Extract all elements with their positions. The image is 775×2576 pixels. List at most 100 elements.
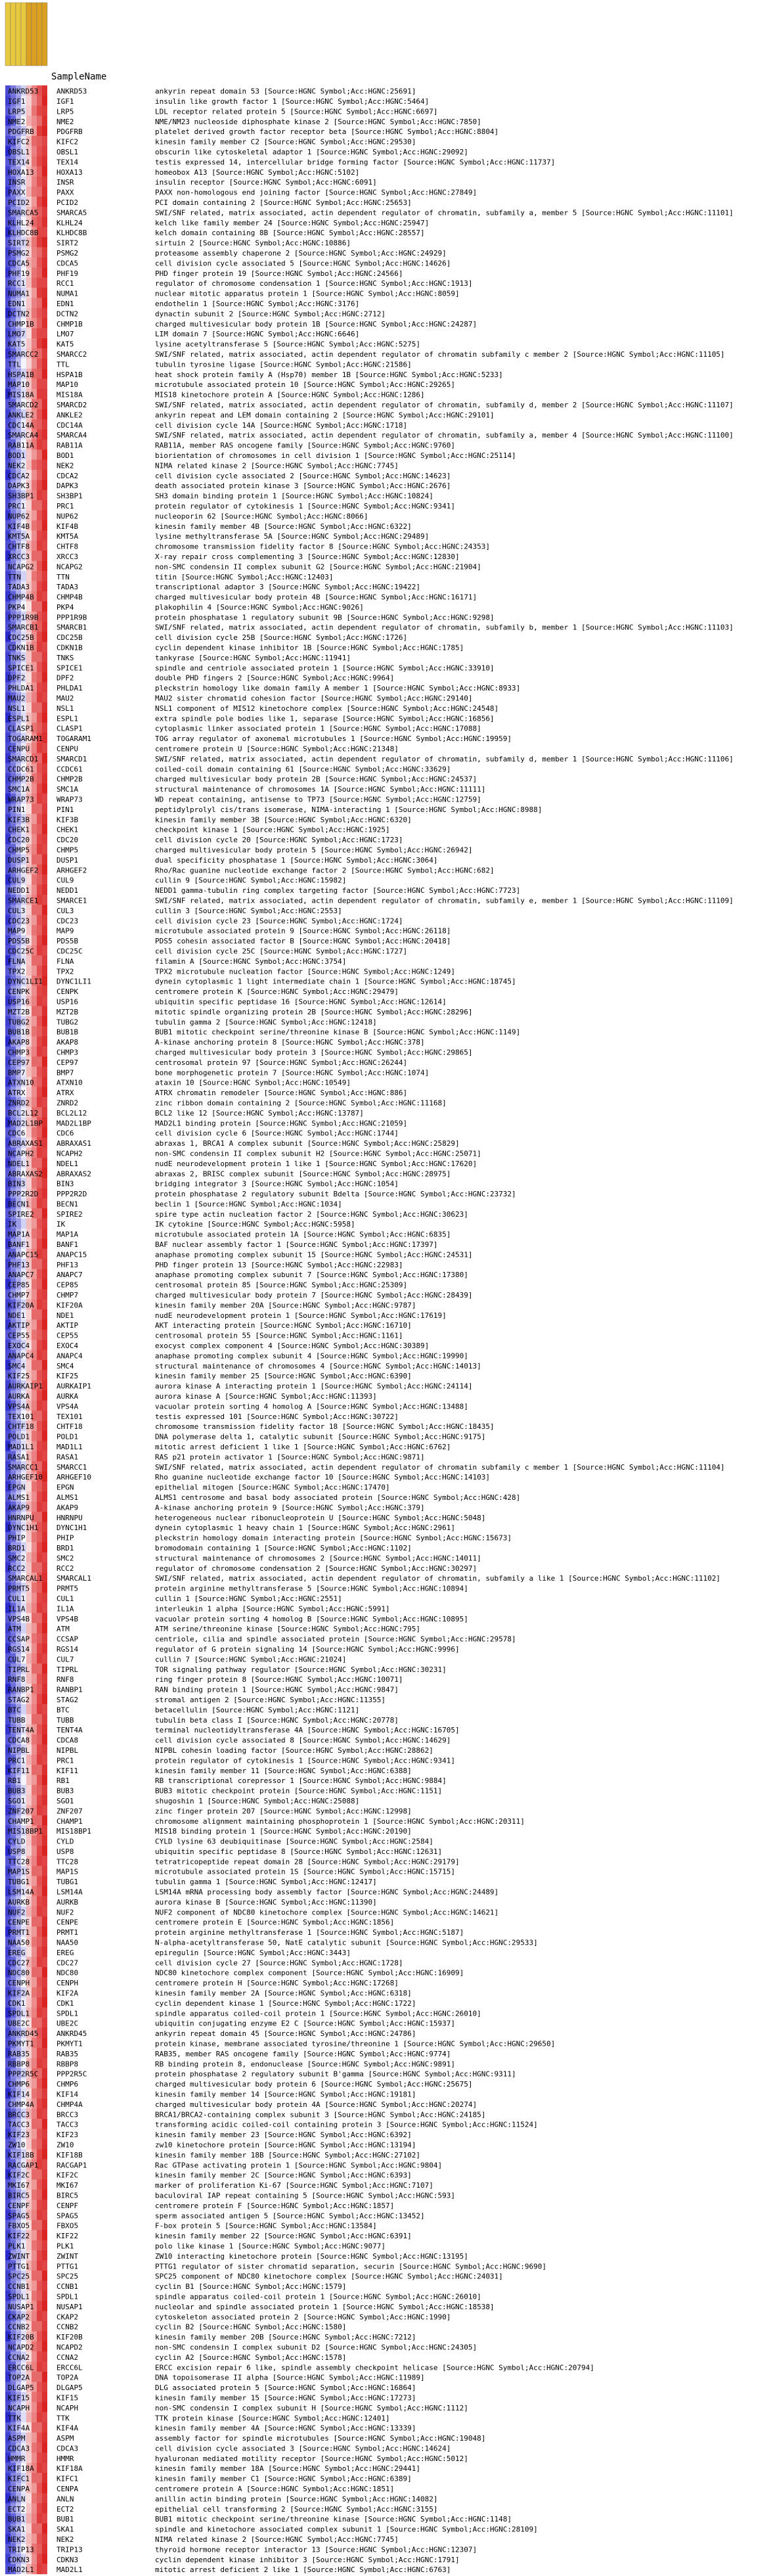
heatmap-cell (32, 702, 37, 713)
gene-description-label: SWI/SNF related, matrix associated, acti… (155, 755, 734, 763)
heatmap-cell (26, 227, 32, 238)
heatmap-cell (16, 2098, 21, 2109)
sample-annotation-cell (20, 2, 27, 66)
heatmap-cell (16, 116, 21, 126)
heatmap-cell (16, 318, 21, 328)
heatmap-cell (21, 2108, 26, 2119)
heatmap-cell (16, 429, 21, 440)
gene-id-label: ZNF207 (56, 1807, 83, 1815)
gene-id-label: DYNC1H1 (56, 1524, 87, 1532)
heatmap-cell (11, 1531, 16, 1543)
heatmap-cell (37, 1330, 42, 1340)
gene-description-label: kinesin family member 11 [Source:HGNC Sy… (155, 1767, 412, 1775)
heatmap-cell (37, 2018, 42, 2028)
heatmap-cell (32, 1158, 37, 1168)
gene-id-label: ASPM (56, 2434, 74, 2443)
heatmap-cell (42, 2260, 47, 2271)
heatmap-cell (42, 2311, 47, 2322)
gene-id-label: MZT2B (56, 1008, 78, 1016)
heatmap-cell (42, 2452, 47, 2463)
heatmap-cell (21, 1096, 26, 1108)
heatmap-cell (5, 105, 11, 116)
heatmap-cell (37, 307, 42, 319)
heatmap-cell (32, 1744, 37, 1755)
heatmap-cell (32, 2412, 37, 2423)
heatmap-cell (42, 2554, 47, 2564)
gene-description-label: non-SMC condensin I complex subunit H [S… (155, 2404, 468, 2412)
heatmap-cell (16, 2473, 21, 2483)
gene-id-label: RAB35 (56, 2050, 78, 2058)
gene-id-label: ANAPC4 (56, 1351, 83, 1360)
heatmap-cell (32, 1582, 37, 1593)
heatmap-cell (26, 378, 32, 390)
heatmap-cell (32, 105, 37, 116)
gene-id-label: IL1A (56, 1604, 74, 1613)
heatmap-cell (16, 2372, 21, 2382)
heatmap-cell (26, 1552, 32, 1563)
heatmap-cell (5, 378, 11, 390)
heatmap-cell (42, 672, 47, 683)
heatmap-cell (26, 1036, 32, 1047)
heatmap-cell (42, 1188, 47, 1199)
heatmap-cell (42, 2361, 47, 2372)
gene-symbol-label: RB1 (8, 1776, 21, 1785)
gene-id-label: CKAP2 (56, 2313, 78, 2321)
heatmap-cell (42, 287, 47, 298)
heatmap-cell (42, 1279, 47, 1290)
gene-symbol-label: SIRT2 (8, 239, 30, 248)
heatmap-cell (37, 2361, 42, 2372)
gene-description-label: endothelin 1 [Source:HGNC Symbol;Acc:HGN… (155, 300, 359, 308)
gene-id-label: TTC28 (56, 1857, 78, 1866)
heatmap-cell (5, 864, 11, 875)
heatmap-cell (21, 1744, 26, 1755)
gene-description-label: mitotic arrest deficient 1 like 1 [Sourc… (155, 1443, 451, 1451)
heatmap-cell (21, 1147, 26, 1158)
heatmap-cell (42, 1198, 47, 1209)
heatmap-cell (5, 1188, 11, 1199)
heatmap-cell (21, 1158, 26, 1168)
heatmap-cell (16, 1744, 21, 1755)
heatmap-cell (42, 955, 47, 966)
heatmap-cell (16, 742, 21, 754)
heatmap-cell (37, 2220, 42, 2230)
heatmap-cell (42, 1218, 47, 1229)
gene-symbol-label: SMARCC2 (8, 350, 38, 359)
heatmap-cell (16, 257, 21, 268)
heatmap-cell (42, 429, 47, 440)
gene-symbol-label: CUL3 (8, 907, 26, 915)
heatmap-cell (26, 813, 32, 825)
heatmap-cell (37, 1451, 42, 1462)
heatmap-cell (37, 1704, 42, 1715)
heatmap-cell (16, 1117, 21, 1128)
heatmap-cell (42, 2351, 47, 2362)
gene-id-label: RNF8 (56, 1675, 74, 1684)
heatmap-cell (16, 2058, 21, 2069)
heatmap-cell (11, 2533, 16, 2544)
heatmap-cell (32, 2189, 37, 2200)
gene-id-label: SPDL1 (56, 2009, 78, 2018)
heatmap-cell (16, 874, 21, 885)
heatmap-cell (5, 1380, 11, 1391)
heatmap-cell (37, 2200, 42, 2210)
heatmap-cell (16, 2503, 21, 2514)
gene-description-label: protein phosphatase 1 regulatory subunit… (155, 613, 495, 621)
heatmap-cell (37, 257, 42, 268)
gene-description-label: ring finger protein 8 [Source:HGNC Symbo… (155, 1675, 403, 1684)
heatmap-cell (26, 1926, 32, 1937)
gene-description-label: cell division cycle associated 5 [Source… (155, 259, 451, 267)
gene-id-label: PCID2 (56, 198, 78, 207)
heatmap-cell (21, 449, 26, 461)
heatmap-cell (21, 1845, 26, 1857)
heatmap-cell (26, 2018, 32, 2028)
heatmap-cell (11, 1795, 16, 1806)
heatmap-cell (32, 1704, 37, 1715)
heatmap-cell (11, 307, 16, 319)
heatmap-cell (16, 915, 21, 926)
heatmap-cell (21, 864, 26, 875)
heatmap-cell (16, 2108, 21, 2119)
heatmap-cell (42, 2159, 47, 2170)
heatmap-cell (5, 1947, 11, 1957)
heatmap-cell (5, 560, 11, 572)
heatmap-cell (32, 581, 37, 592)
heatmap-cell (16, 1866, 21, 1876)
